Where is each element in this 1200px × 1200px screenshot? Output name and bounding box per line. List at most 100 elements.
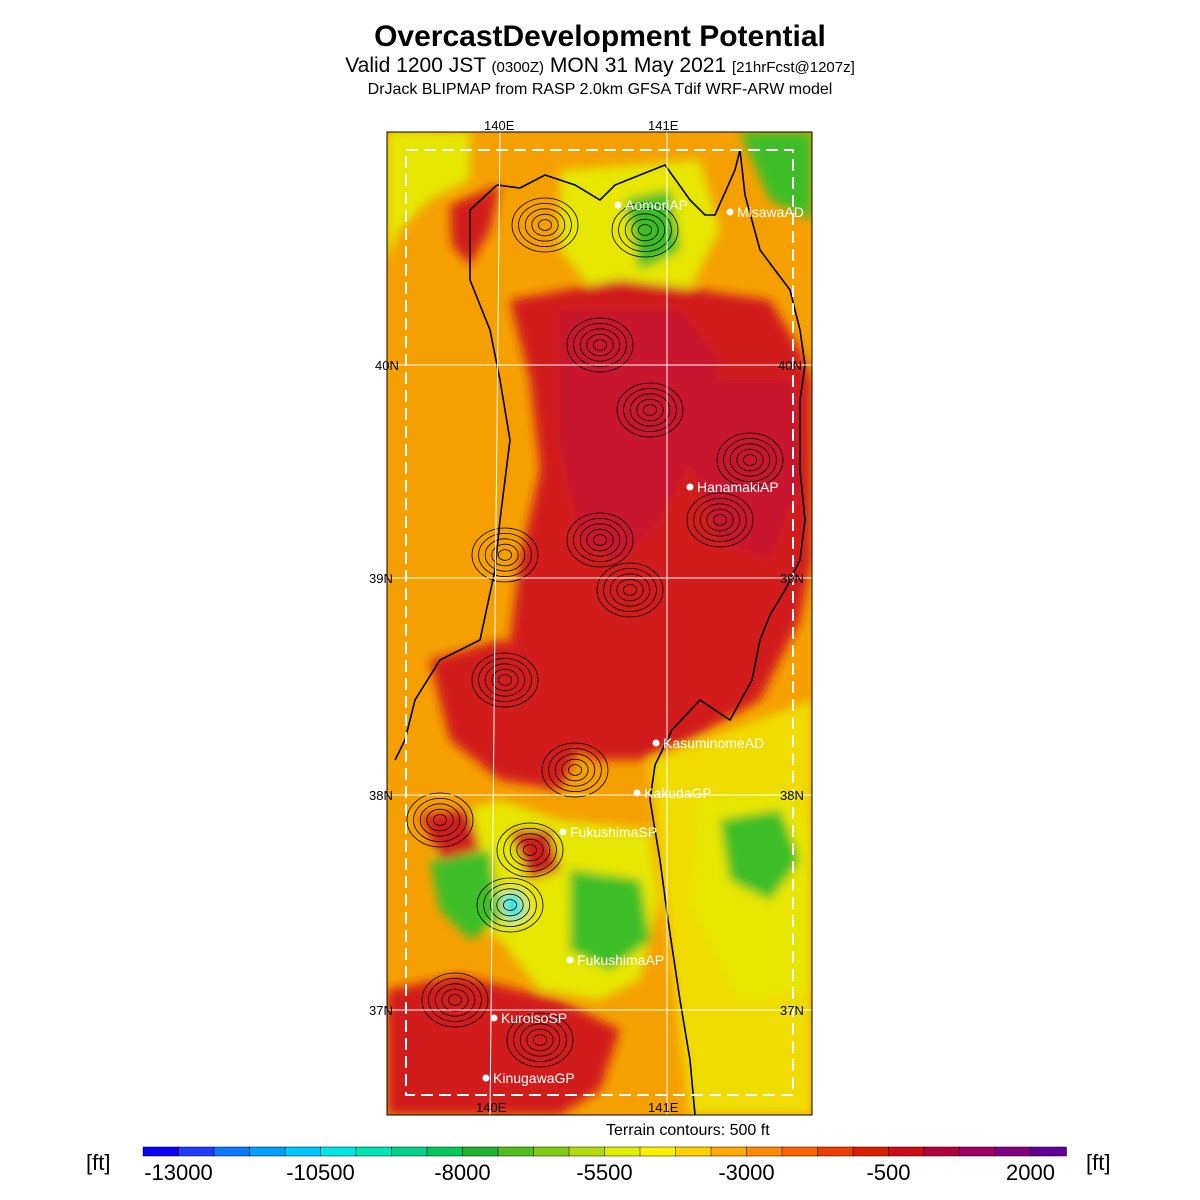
- terrain-contour: [496, 822, 564, 878]
- terrain-contour: [524, 208, 566, 242]
- terrain-contour: [554, 753, 596, 787]
- color-bar-tick-label: 2000: [1006, 1160, 1055, 1185]
- terrain-contour: [593, 534, 608, 546]
- station-label: HanamakiAP: [697, 479, 779, 495]
- legend-unit-right: [ft]: [1086, 1150, 1111, 1175]
- chart-title: OvercastDevelopment Potential: [374, 20, 826, 53]
- station-label: KuroisoSP: [501, 1010, 567, 1026]
- color-bar-tick-labels: -13000 -10500 -8000 -5500 -3000 -500 2000: [144, 1160, 1055, 1185]
- terrain-contour: [441, 988, 469, 1012]
- terrain-contour: [618, 207, 672, 252]
- color-bar-swatch: [568, 1146, 606, 1157]
- color-bar-tick-label: -8000: [434, 1160, 490, 1185]
- lat-label-left-37n: 37N: [369, 1003, 393, 1018]
- station-dot: [633, 789, 641, 797]
- color-bar-swatch: [923, 1146, 961, 1157]
- terrain-contour: [566, 317, 634, 373]
- color-bar-swatch: [675, 1146, 712, 1157]
- terrain-contour: [573, 322, 627, 367]
- color-bar-swatch: [994, 1146, 1032, 1157]
- terrain-contour: [483, 883, 537, 928]
- lat-label-left-39n: 39N: [369, 571, 393, 586]
- color-bar-swatch: [178, 1146, 215, 1157]
- color-field: [387, 132, 812, 1115]
- lat-label-right-38n: 38N: [780, 788, 804, 803]
- lat-label-right-37n: 37N: [780, 1003, 804, 1018]
- station-dot: [559, 828, 567, 836]
- station-dot: [652, 739, 660, 747]
- color-bar-swatch: [959, 1146, 996, 1157]
- field-region: [450, 185, 500, 265]
- color-bar-tick-label: -3000: [718, 1160, 774, 1185]
- field-region: [560, 310, 720, 560]
- legend-unit-left: [ft]: [86, 1150, 111, 1175]
- terrain-contour: [428, 978, 482, 1023]
- color-bar-swatch: [710, 1146, 748, 1157]
- terrain-contour: [471, 652, 539, 708]
- station-dot: [614, 201, 622, 209]
- terrain-contour: [586, 333, 614, 357]
- terrain-contour: [511, 197, 579, 253]
- color-bar-tick-label: -5500: [576, 1160, 632, 1185]
- station-markers: AomoriAP MisawaAD HanamakiAP KasuminomeAD Ka…: [482, 197, 804, 1086]
- terrain-contour: [643, 404, 658, 416]
- lat-label-right-40n: 40N: [778, 358, 802, 373]
- terrain-contour: [503, 828, 557, 873]
- field-region: [720, 810, 800, 900]
- terrain-contour: [432, 814, 447, 826]
- field-region: [420, 810, 480, 860]
- forecast-run: [21hrFcst@1207z]: [732, 59, 855, 76]
- field-region: [387, 132, 470, 260]
- map-frame: [386, 131, 813, 1116]
- terrain-contour: [609, 573, 651, 607]
- terrain-contour: [624, 213, 666, 247]
- color-bar-swatch: [249, 1146, 286, 1157]
- station-label: FukushimaSP: [570, 824, 657, 840]
- lat-label-left-40n: 40N: [375, 358, 399, 373]
- terrain-contour: [631, 218, 659, 242]
- terrain-contour: [616, 578, 644, 602]
- terrain-contour: [586, 528, 614, 552]
- terrain-contours: [406, 197, 784, 1068]
- terrain-contour: [579, 523, 621, 557]
- terrain-contour: [421, 972, 489, 1028]
- terrain-contour: [516, 838, 544, 862]
- terrain-contour: [484, 663, 526, 697]
- terrain-contour: [523, 844, 538, 856]
- lat-label-right-39n: 39N: [780, 571, 804, 586]
- terrain-contour-note: Terrain contours: 500 ft: [606, 1122, 770, 1139]
- model-description: DrJack BLIPMAP from RASP 2.0km GFSA Tdif…: [367, 81, 833, 98]
- terrain-contour: [519, 1023, 561, 1057]
- lon-label-top-141e: 141E: [648, 118, 679, 133]
- terrain-contour: [518, 202, 572, 247]
- terrain-contour: [491, 668, 519, 692]
- terrain-contour: [478, 658, 532, 703]
- field-region: [625, 190, 680, 270]
- color-bar-swatch: [604, 1146, 641, 1157]
- terrain-contour: [447, 994, 462, 1006]
- map-plot-area: AomoriAP MisawaAD HanamakiAP KasuminomeAD Ka…: [387, 132, 812, 1115]
- field-region: [570, 870, 650, 970]
- terrain-contour: [489, 888, 531, 922]
- terrain-contour: [573, 518, 627, 563]
- terrain-contour: [706, 508, 734, 532]
- station-label: KinugawaGP: [493, 1070, 575, 1086]
- color-bar-swatch: [391, 1146, 428, 1157]
- station-dot: [566, 956, 574, 964]
- terrain-contour: [736, 448, 764, 472]
- station-dot: [686, 483, 694, 491]
- terrain-contour: [426, 808, 454, 832]
- color-bar-swatch: [497, 1146, 535, 1157]
- color-bar-swatch: [852, 1146, 890, 1157]
- terrain-contour: [579, 328, 621, 362]
- terrain-contour: [506, 1012, 574, 1068]
- terrain-contour: [743, 454, 758, 466]
- lon-label-bottom-141e: 141E: [648, 1100, 679, 1115]
- terrain-contour: [531, 213, 559, 237]
- terrain-contour: [484, 538, 526, 572]
- terrain-contour: [561, 758, 589, 782]
- coastline: [394, 149, 806, 1115]
- station-dot: [726, 208, 734, 216]
- color-bar-swatch: [355, 1146, 393, 1157]
